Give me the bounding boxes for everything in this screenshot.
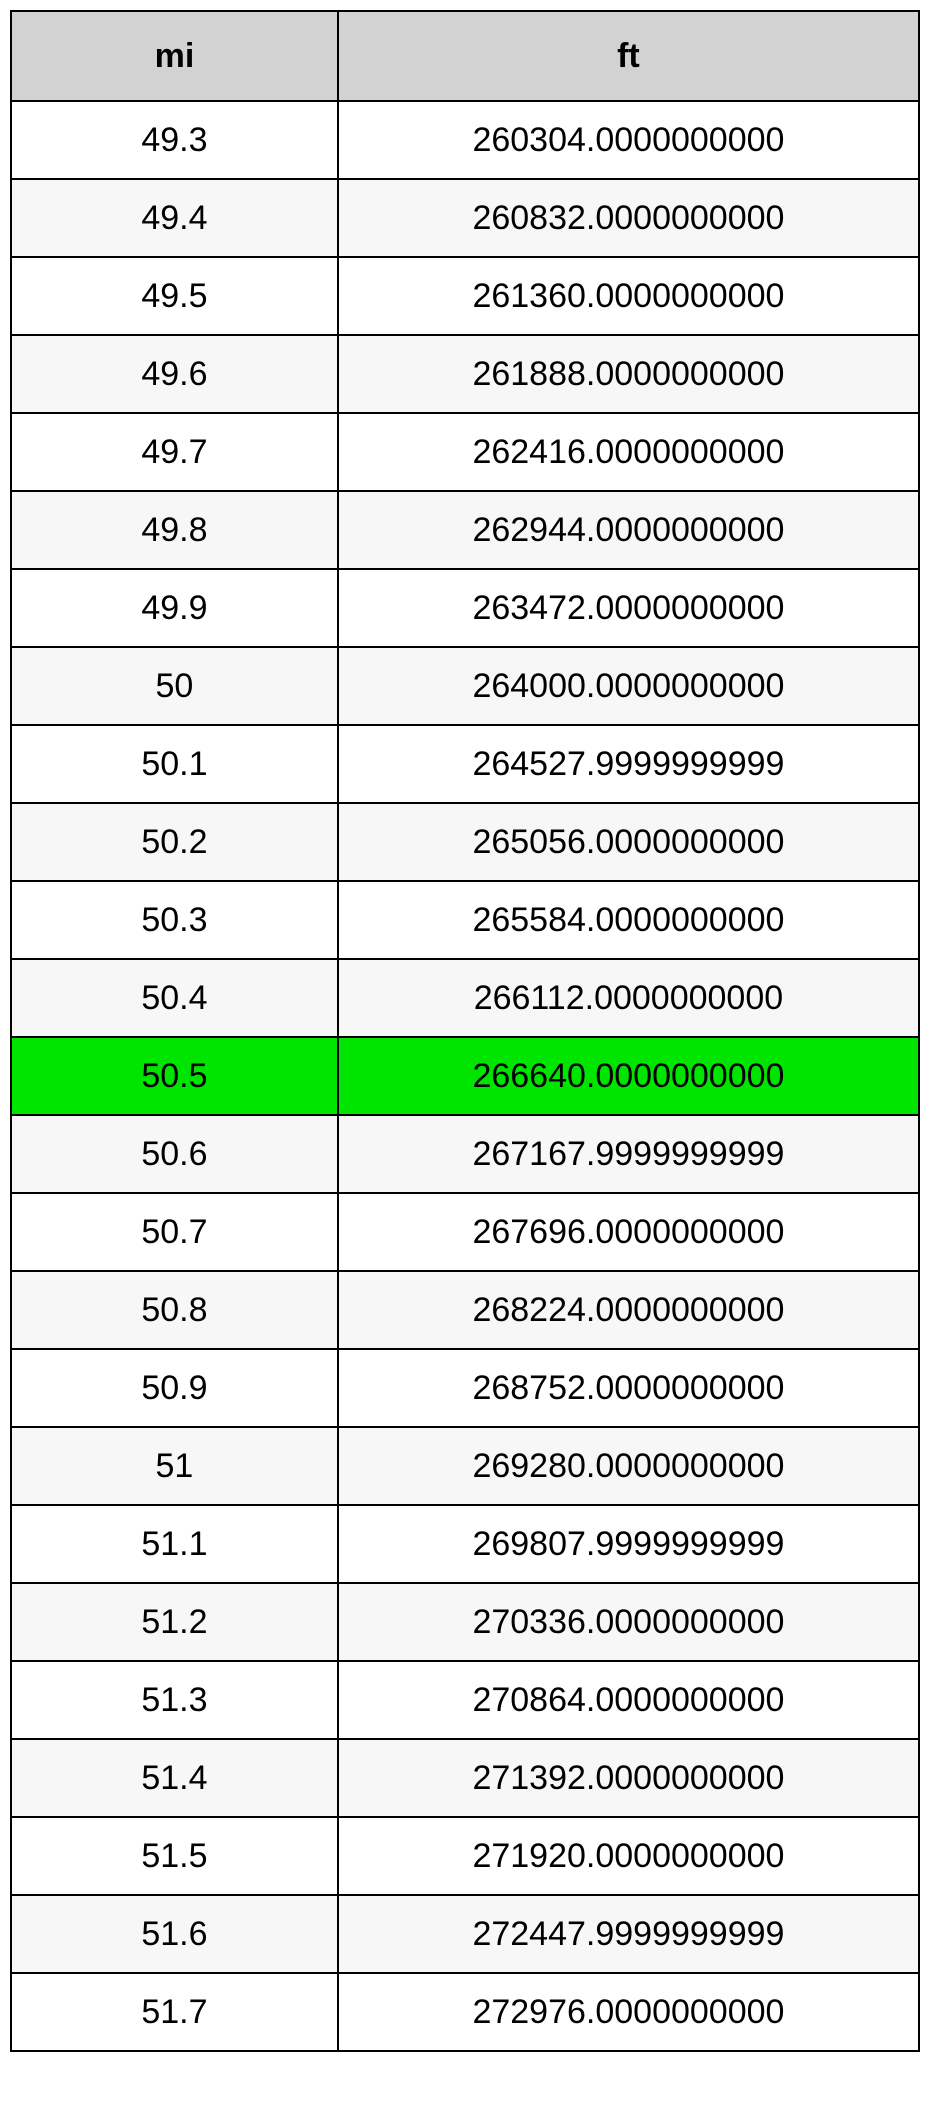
cell-ft: 268224.0000000000	[338, 1271, 919, 1349]
table-row: 51269280.0000000000	[11, 1427, 919, 1505]
cell-mi: 50.5	[11, 1037, 338, 1115]
cell-mi: 51.5	[11, 1817, 338, 1895]
table-row: 51.5271920.0000000000	[11, 1817, 919, 1895]
cell-mi: 49.7	[11, 413, 338, 491]
cell-mi: 50.4	[11, 959, 338, 1037]
table-row: 51.4271392.0000000000	[11, 1739, 919, 1817]
cell-ft: 261360.0000000000	[338, 257, 919, 335]
table-row: 49.7262416.0000000000	[11, 413, 919, 491]
table-row: 50.8268224.0000000000	[11, 1271, 919, 1349]
table-body: 49.3260304.000000000049.4260832.00000000…	[11, 101, 919, 2051]
cell-ft: 261888.0000000000	[338, 335, 919, 413]
table-header: mi ft	[11, 11, 919, 101]
cell-mi: 51.1	[11, 1505, 338, 1583]
cell-ft: 269807.9999999999	[338, 1505, 919, 1583]
cell-mi: 50.1	[11, 725, 338, 803]
cell-ft: 268752.0000000000	[338, 1349, 919, 1427]
table-row: 49.4260832.0000000000	[11, 179, 919, 257]
table-row: 50264000.0000000000	[11, 647, 919, 725]
cell-mi: 51	[11, 1427, 338, 1505]
cell-ft: 272976.0000000000	[338, 1973, 919, 2051]
table-row: 51.6272447.9999999999	[11, 1895, 919, 1973]
cell-mi: 50.9	[11, 1349, 338, 1427]
table-row: 51.7272976.0000000000	[11, 1973, 919, 2051]
cell-ft: 270336.0000000000	[338, 1583, 919, 1661]
column-header-ft: ft	[338, 11, 919, 101]
table-row: 49.5261360.0000000000	[11, 257, 919, 335]
cell-ft: 272447.9999999999	[338, 1895, 919, 1973]
cell-ft: 262944.0000000000	[338, 491, 919, 569]
cell-ft: 266640.0000000000	[338, 1037, 919, 1115]
table-row: 51.2270336.0000000000	[11, 1583, 919, 1661]
column-header-mi: mi	[11, 11, 338, 101]
cell-mi: 49.5	[11, 257, 338, 335]
cell-ft: 260304.0000000000	[338, 101, 919, 179]
cell-ft: 260832.0000000000	[338, 179, 919, 257]
table-row: 49.9263472.0000000000	[11, 569, 919, 647]
cell-ft: 266112.0000000000	[338, 959, 919, 1037]
cell-ft: 270864.0000000000	[338, 1661, 919, 1739]
cell-ft: 267167.9999999999	[338, 1115, 919, 1193]
table-header-row: mi ft	[11, 11, 919, 101]
cell-mi: 51.2	[11, 1583, 338, 1661]
table-row-highlight: 50.5266640.0000000000	[11, 1037, 919, 1115]
cell-mi: 50.3	[11, 881, 338, 959]
cell-mi: 50.2	[11, 803, 338, 881]
table-row: 50.9268752.0000000000	[11, 1349, 919, 1427]
table-row: 49.8262944.0000000000	[11, 491, 919, 569]
cell-mi: 49.9	[11, 569, 338, 647]
table-row: 49.3260304.0000000000	[11, 101, 919, 179]
cell-mi: 49.4	[11, 179, 338, 257]
cell-ft: 264527.9999999999	[338, 725, 919, 803]
cell-ft: 271392.0000000000	[338, 1739, 919, 1817]
cell-ft: 265056.0000000000	[338, 803, 919, 881]
cell-ft: 271920.0000000000	[338, 1817, 919, 1895]
conversion-table: mi ft 49.3260304.000000000049.4260832.00…	[10, 10, 920, 2052]
cell-mi: 49.6	[11, 335, 338, 413]
table-row: 50.6267167.9999999999	[11, 1115, 919, 1193]
cell-ft: 267696.0000000000	[338, 1193, 919, 1271]
table-row: 50.2265056.0000000000	[11, 803, 919, 881]
table-row: 51.1269807.9999999999	[11, 1505, 919, 1583]
cell-mi: 50.7	[11, 1193, 338, 1271]
cell-mi: 49.8	[11, 491, 338, 569]
cell-ft: 263472.0000000000	[338, 569, 919, 647]
cell-mi: 51.6	[11, 1895, 338, 1973]
cell-mi: 50.8	[11, 1271, 338, 1349]
cell-mi: 51.4	[11, 1739, 338, 1817]
cell-mi: 51.3	[11, 1661, 338, 1739]
cell-mi: 50.6	[11, 1115, 338, 1193]
cell-mi: 51.7	[11, 1973, 338, 2051]
cell-ft: 265584.0000000000	[338, 881, 919, 959]
table-row: 50.1264527.9999999999	[11, 725, 919, 803]
cell-ft: 262416.0000000000	[338, 413, 919, 491]
cell-ft: 269280.0000000000	[338, 1427, 919, 1505]
cell-ft: 264000.0000000000	[338, 647, 919, 725]
table-row: 49.6261888.0000000000	[11, 335, 919, 413]
cell-mi: 50	[11, 647, 338, 725]
table-row: 50.4266112.0000000000	[11, 959, 919, 1037]
table-row: 51.3270864.0000000000	[11, 1661, 919, 1739]
table-row: 50.3265584.0000000000	[11, 881, 919, 959]
cell-mi: 49.3	[11, 101, 338, 179]
table-row: 50.7267696.0000000000	[11, 1193, 919, 1271]
